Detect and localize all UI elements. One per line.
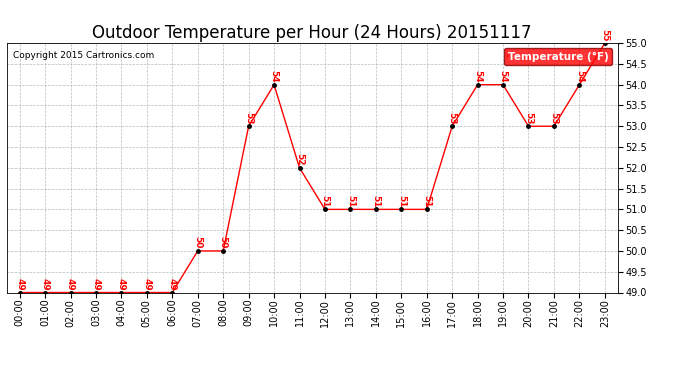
- Text: 51: 51: [371, 195, 380, 207]
- Text: 49: 49: [92, 278, 101, 290]
- Text: 54: 54: [270, 70, 279, 82]
- Text: 49: 49: [66, 278, 75, 290]
- Text: 51: 51: [422, 195, 431, 207]
- Title: Outdoor Temperature per Hour (24 Hours) 20151117: Outdoor Temperature per Hour (24 Hours) …: [92, 24, 532, 42]
- Text: 55: 55: [600, 28, 609, 41]
- Text: 53: 53: [448, 112, 457, 124]
- Text: 53: 53: [549, 112, 558, 124]
- Text: 50: 50: [219, 237, 228, 249]
- Text: 53: 53: [244, 112, 253, 124]
- Text: 49: 49: [41, 278, 50, 290]
- Text: 51: 51: [346, 195, 355, 207]
- Text: 49: 49: [117, 278, 126, 290]
- Text: 49: 49: [15, 278, 24, 290]
- Text: 49: 49: [168, 278, 177, 290]
- Text: 52: 52: [295, 153, 304, 166]
- Text: 50: 50: [193, 237, 202, 249]
- Legend: Temperature (°F): Temperature (°F): [504, 48, 612, 64]
- Text: 53: 53: [524, 112, 533, 124]
- Text: 54: 54: [499, 70, 508, 82]
- Text: 49: 49: [142, 278, 151, 290]
- Text: 54: 54: [575, 70, 584, 82]
- Text: 51: 51: [320, 195, 329, 207]
- Text: 51: 51: [397, 195, 406, 207]
- Text: Copyright 2015 Cartronics.com: Copyright 2015 Cartronics.com: [13, 51, 155, 60]
- Text: 54: 54: [473, 70, 482, 82]
